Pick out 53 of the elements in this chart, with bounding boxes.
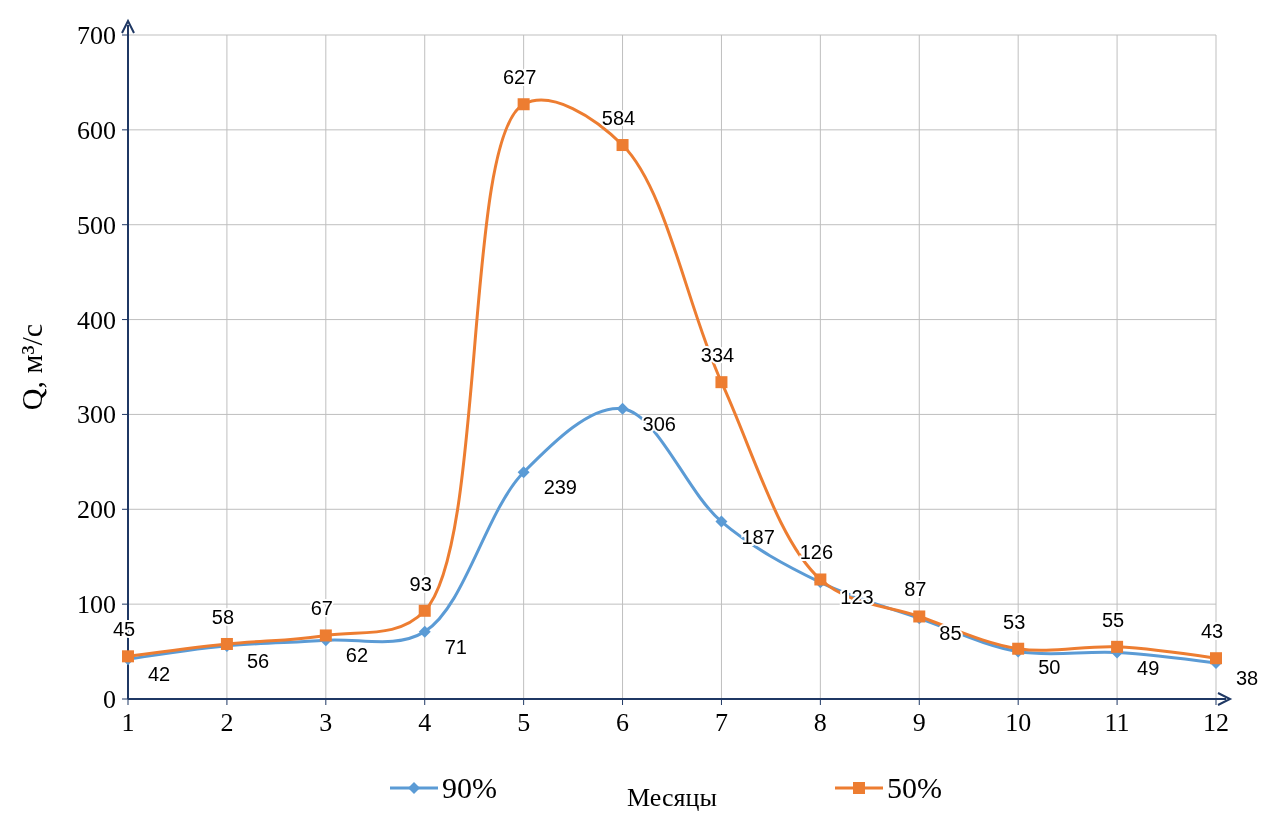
point bbox=[517, 98, 530, 111]
y-tick-label: 100 bbox=[77, 590, 116, 620]
data-label: 43 bbox=[1200, 620, 1224, 643]
x-tick-label: 5 bbox=[517, 708, 531, 737]
data-label: 71 bbox=[444, 635, 467, 658]
data-label: 239 bbox=[543, 476, 578, 499]
y-tick-label: 200 bbox=[77, 495, 116, 525]
y-tick-label: 0 bbox=[103, 685, 116, 714]
y-tick-label: 600 bbox=[77, 115, 116, 145]
x-tick-label: 4 bbox=[418, 708, 432, 737]
data-label: 93 bbox=[409, 572, 432, 595]
data-label: 627 bbox=[502, 66, 537, 89]
data-label: 62 bbox=[345, 644, 369, 667]
x-tick-label: 8 bbox=[813, 708, 827, 737]
x-tick-label: 2 bbox=[220, 708, 234, 737]
x-tick-label: 1 bbox=[121, 708, 135, 737]
y-tick-label: 700 bbox=[77, 21, 116, 50]
data-label: 584 bbox=[601, 107, 636, 130]
point bbox=[715, 376, 728, 389]
point bbox=[715, 515, 728, 528]
x-tick-label: 11 bbox=[1104, 708, 1130, 737]
data-label: 126 bbox=[799, 541, 834, 564]
data-label: 42 bbox=[148, 663, 171, 686]
point bbox=[418, 625, 431, 638]
data-label: 67 bbox=[310, 597, 333, 620]
legend-label: 90% bbox=[442, 771, 497, 804]
y-tick-label: 300 bbox=[77, 400, 116, 430]
data-label: 187 bbox=[741, 525, 775, 548]
data-label: 38 bbox=[1236, 666, 1259, 689]
x-tick-label: 7 bbox=[714, 708, 728, 737]
x-tick-label: 3 bbox=[319, 708, 333, 737]
point bbox=[319, 629, 332, 642]
data-label: 49 bbox=[1137, 656, 1160, 679]
x-tick-label: 9 bbox=[912, 708, 926, 737]
data-label: 53 bbox=[1003, 610, 1026, 633]
point bbox=[418, 604, 431, 617]
x-axis-title: Месяцы bbox=[627, 783, 717, 812]
y-tick-label: 400 bbox=[77, 305, 116, 335]
y-tick-label: 500 bbox=[77, 210, 116, 240]
data-label: 58 bbox=[211, 605, 235, 628]
data-label: 56 bbox=[246, 649, 270, 672]
point bbox=[1210, 652, 1222, 665]
legend-label: 50% bbox=[887, 771, 942, 804]
y-axis-title: Q, м³/с bbox=[15, 323, 48, 411]
point bbox=[1111, 640, 1124, 653]
x-tick-label: 12 bbox=[1203, 708, 1229, 737]
point bbox=[517, 466, 530, 479]
data-label: 50 bbox=[1038, 655, 1061, 678]
x-tick-label: 10 bbox=[1005, 708, 1032, 737]
point bbox=[616, 139, 629, 152]
x-tick-label: 6 bbox=[616, 708, 630, 737]
data-label: 87 bbox=[904, 578, 927, 601]
data-label: 55 bbox=[1101, 608, 1125, 631]
